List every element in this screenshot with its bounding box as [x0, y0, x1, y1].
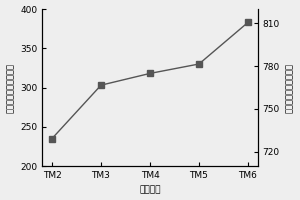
Y-axis label: 比能量（瓦时每千克）: 比能量（瓦时每千克） — [285, 63, 294, 113]
X-axis label: 正极材料: 正极材料 — [139, 185, 161, 194]
Y-axis label: 比容量（毫安时每克）: 比容量（毫安时每克） — [6, 63, 15, 113]
